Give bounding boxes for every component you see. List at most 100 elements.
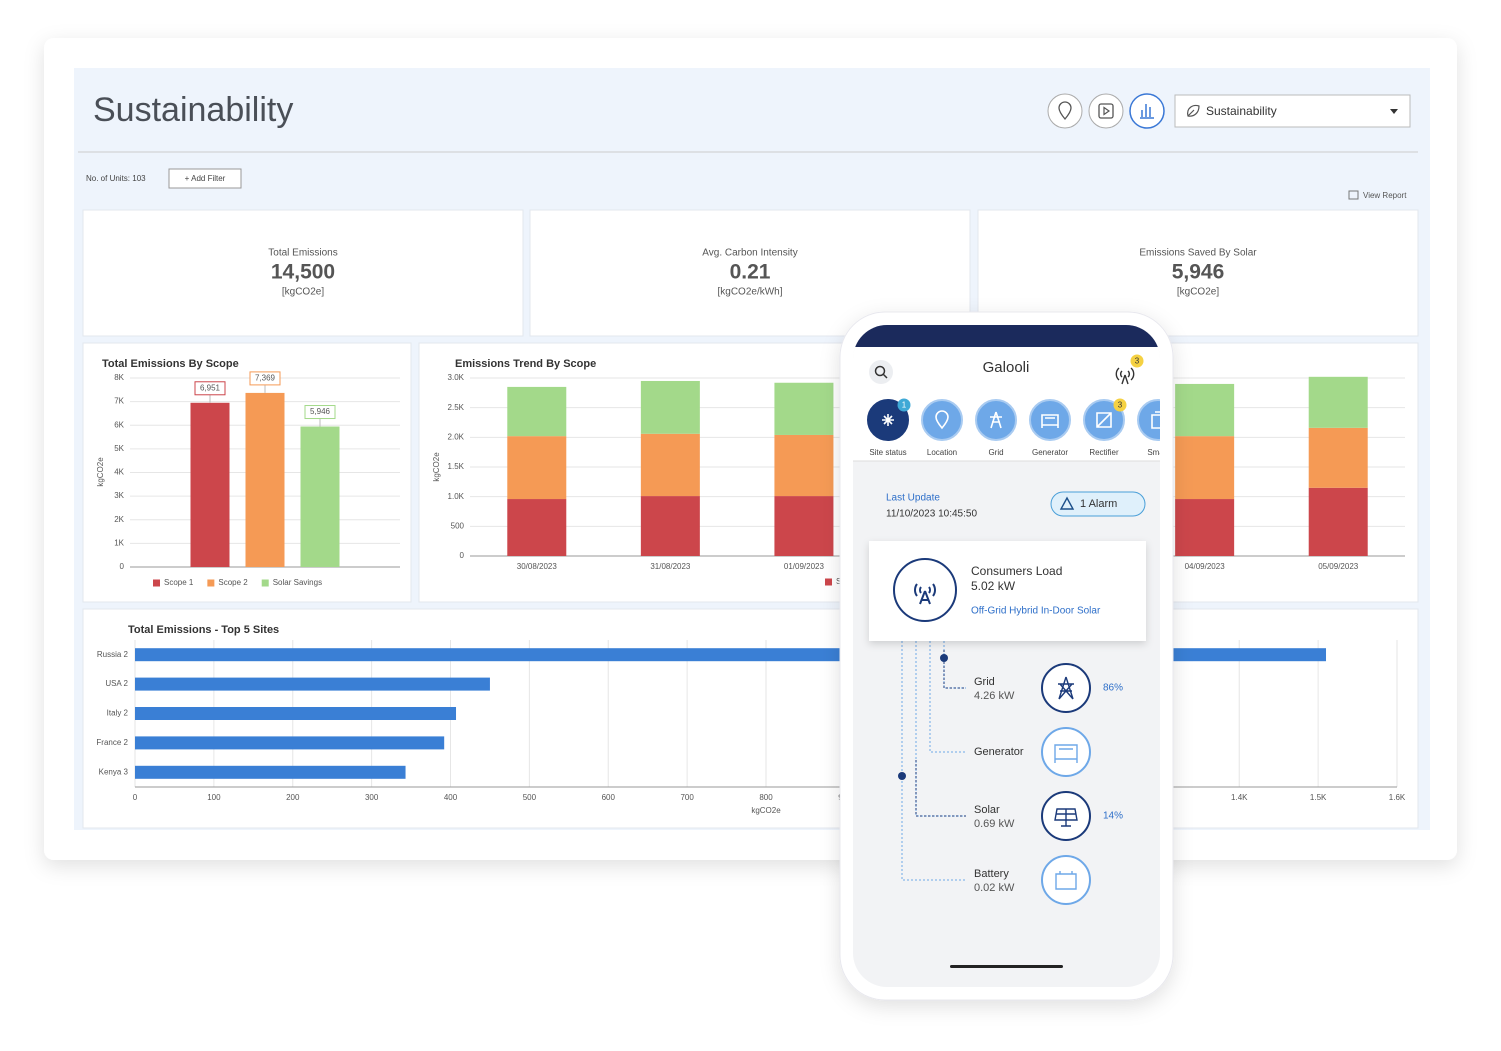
alarm-count: 1 Alarm — [1080, 498, 1117, 510]
legend-label: Scope 1 — [164, 578, 194, 587]
search-icon — [882, 373, 888, 379]
y-tick-label: 1K — [114, 538, 124, 547]
nav-button[interactable] — [975, 399, 1017, 441]
bar-segment — [1175, 436, 1235, 500]
x-tick-label: 500 — [523, 793, 537, 802]
nav-label: Location — [927, 448, 957, 457]
last-update-time: 11/10/2023 10:45:50 — [886, 509, 977, 520]
bar-segment — [1308, 427, 1368, 488]
source-name: Solar — [974, 804, 1000, 816]
x-tick-label: 0 — [133, 793, 138, 802]
y-tick-label: 5K — [114, 444, 124, 453]
dashboard-select[interactable] — [1174, 94, 1411, 128]
alarm-antenna-icon[interactable] — [1115, 367, 1135, 385]
y-tick-label: 2K — [114, 515, 124, 524]
chart-title: Total Emissions By Scope — [102, 358, 239, 370]
legend-swatch — [153, 579, 160, 587]
map-view-button[interactable] — [1047, 93, 1083, 129]
y-tick-label: 500 — [451, 521, 465, 530]
y-tick-label: 3.0K — [448, 373, 465, 382]
play-icon — [1098, 103, 1114, 119]
source-power: 0.02 kW — [974, 882, 1015, 894]
home-indicator — [950, 965, 1063, 968]
bar-segment — [640, 433, 700, 497]
source-name: Generator — [974, 746, 1024, 758]
nav-icon — [935, 410, 949, 430]
nav-badge-count: 1 — [902, 401, 907, 410]
phone: Site status 1 Location Grid Generator Rectifi… — [839, 311, 1178, 1001]
nav-icon — [990, 411, 1002, 429]
y-tick-label: 1.5K — [448, 462, 465, 471]
view-report-link[interactable]: View Report — [1363, 191, 1407, 200]
kpi-unit: [kgCO2e] — [1177, 287, 1219, 298]
nav-icon — [1096, 412, 1112, 428]
power-sources: Grid 4.26 kW 86% Generator Solar 0.69 kW 14% Ba… — [974, 663, 1123, 905]
value-label-box — [194, 381, 226, 396]
nav-badge-count: 3 — [1118, 401, 1123, 410]
source-ring[interactable] — [1041, 727, 1091, 777]
kpi-value: 5,946 — [1172, 261, 1225, 284]
x-tick-label: 05/09/2023 — [1318, 562, 1359, 571]
bar-segment — [774, 382, 834, 435]
kpi-label: Total Emissions — [268, 248, 337, 259]
y-tick-label: Kenya 3 — [99, 767, 129, 776]
y-tick-label: 0 — [460, 551, 465, 560]
bar-segment — [774, 496, 834, 556]
flow-dot — [898, 772, 906, 780]
chart-view-button[interactable] — [1129, 93, 1165, 129]
search-button[interactable] — [869, 360, 893, 384]
value-label-box — [304, 405, 336, 420]
pin-icon — [1058, 101, 1072, 121]
nav-icon — [882, 414, 894, 426]
nav-button[interactable] — [1029, 399, 1071, 441]
last-update-label: Last Update — [886, 493, 940, 504]
x-tick-label: 1.6K — [1389, 793, 1406, 802]
bar-segment — [774, 434, 834, 497]
kpi-value: 0.21 — [730, 261, 771, 284]
nav-button[interactable] — [921, 399, 963, 441]
nav-badge — [897, 398, 911, 412]
bar-segment — [640, 380, 700, 434]
source-ring[interactable] — [1041, 855, 1091, 905]
load-value: 5.02 kW — [971, 579, 1016, 593]
video-view-button[interactable] — [1088, 93, 1124, 129]
bar — [300, 426, 340, 567]
source-ring[interactable] — [1041, 663, 1091, 713]
bar-segment — [507, 499, 567, 556]
bar-segment — [507, 436, 567, 500]
source-name: Battery — [974, 868, 1009, 880]
value-label-box — [249, 371, 281, 386]
nav-label: Smart — [1147, 448, 1169, 457]
legend-swatch — [825, 578, 832, 586]
load-mode: Off-Grid Hybrid In-Door Solar — [971, 606, 1101, 617]
notification-badge — [1130, 354, 1144, 368]
chart-card — [82, 608, 1419, 829]
nav-button[interactable] — [1137, 399, 1178, 441]
alarm-pill[interactable] — [1050, 491, 1146, 517]
notification-count: 3 — [1135, 357, 1140, 366]
y-axis-title: kgCO2e — [432, 452, 441, 482]
search-icon — [874, 365, 886, 377]
page-title: Sustainability — [93, 91, 293, 129]
bar-segment — [1308, 376, 1368, 428]
source-icon — [1055, 871, 1077, 890]
x-tick-label: 300 — [365, 793, 379, 802]
source-icon — [1058, 676, 1074, 700]
add-filter-button[interactable] — [168, 168, 242, 189]
chart-title: Emissions Trend By Scope — [455, 358, 596, 370]
y-tick-label: USA 2 — [105, 679, 128, 688]
bar — [135, 677, 490, 691]
kpi-value: 14,500 — [271, 261, 335, 284]
add-filter-label: + Add Filter — [185, 174, 226, 183]
nav-row: Site status 1 Location Grid Generator Rectifi… — [853, 398, 1178, 462]
x-tick-label: 01/09/2023 — [784, 562, 825, 571]
dropdown-value: Sustainability — [1206, 104, 1277, 118]
charts: Total Emissions By Scope Emissions Trend… — [82, 342, 1419, 829]
site-name: Galooli — [983, 359, 1030, 376]
y-tick-label: 2.0K — [448, 432, 465, 441]
value-label: 7,369 — [255, 374, 276, 383]
kpi-label: Avg. Carbon Intensity — [702, 248, 797, 259]
source-power: 4.26 kW — [974, 690, 1015, 702]
leaf-icon — [1187, 104, 1200, 117]
